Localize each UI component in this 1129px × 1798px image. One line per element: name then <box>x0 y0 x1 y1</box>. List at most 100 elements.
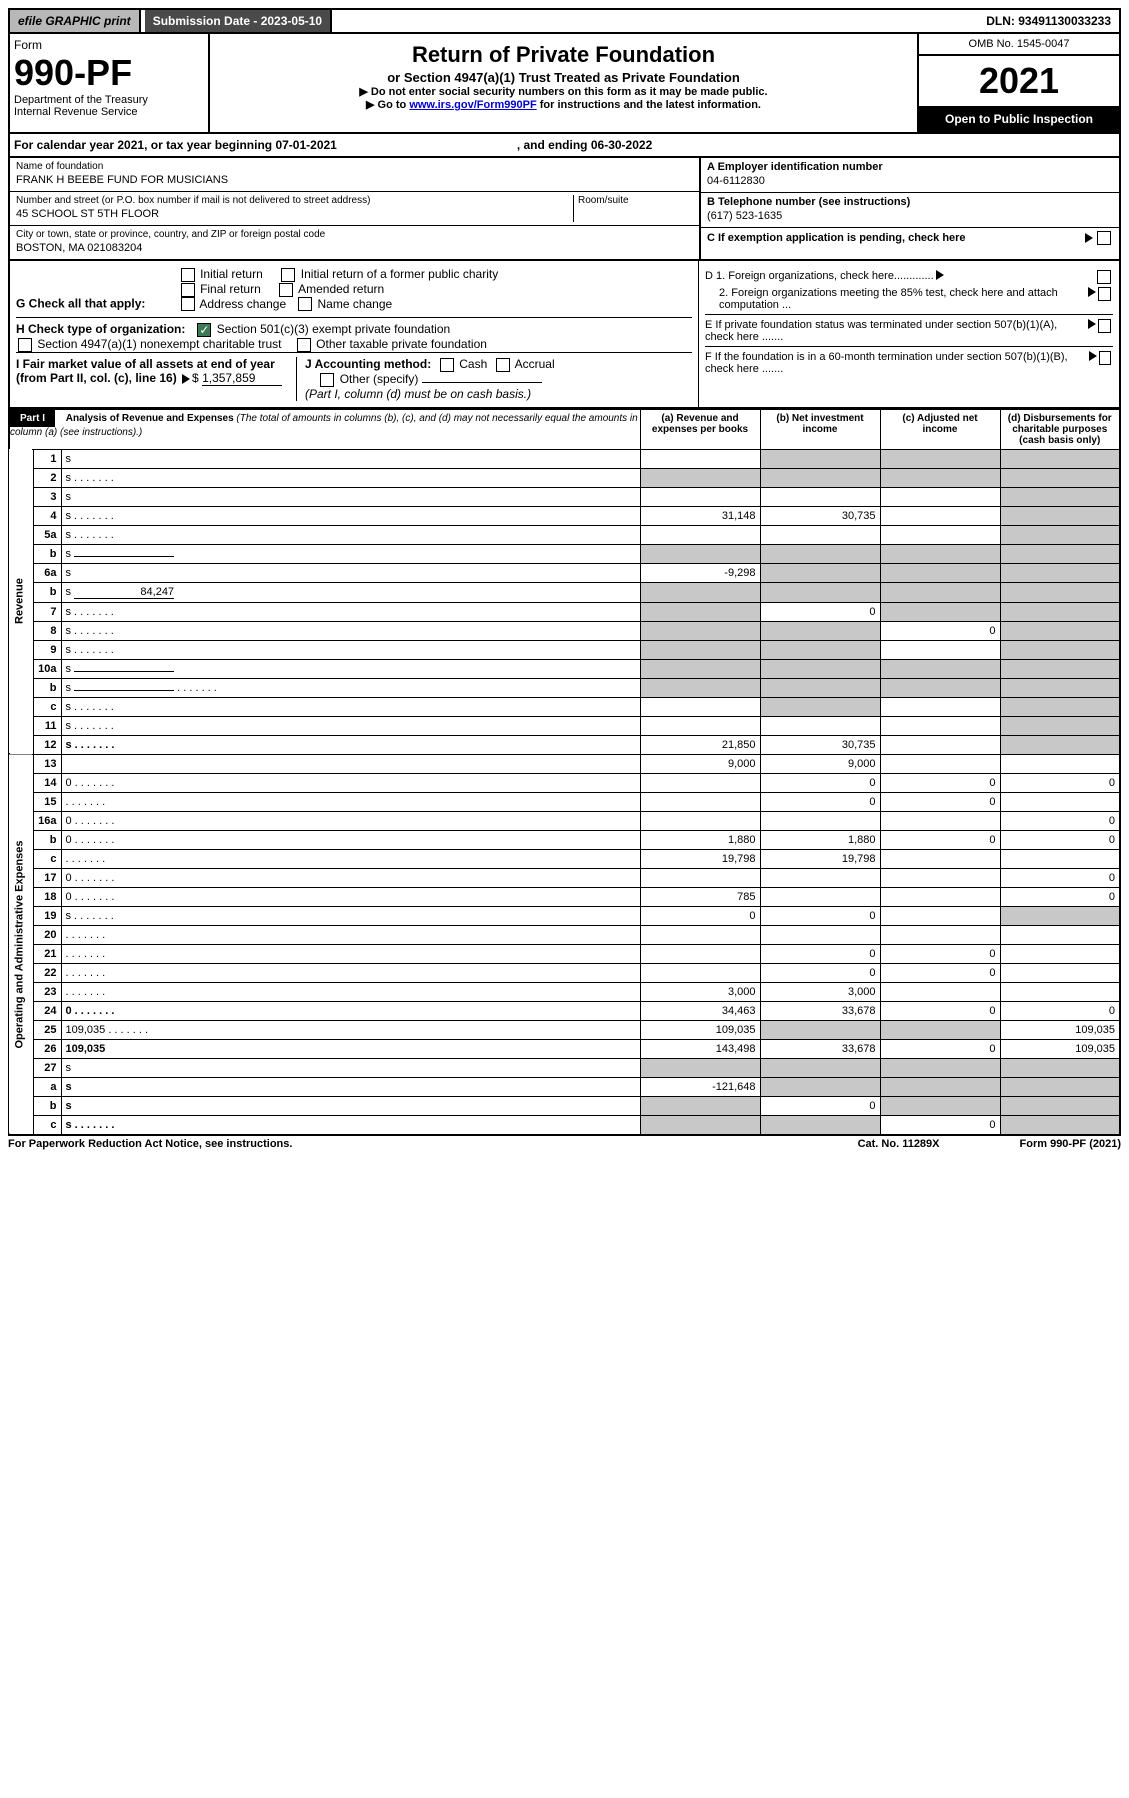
arrow-icon <box>1089 351 1097 361</box>
inst-1: ▶ Do not enter social security numbers o… <box>216 85 911 98</box>
table-cell <box>760 640 880 659</box>
table-cell <box>1000 506 1120 525</box>
phone-value: (617) 523-1635 <box>707 208 1113 224</box>
table-cell <box>1000 563 1120 582</box>
room-label: Room/suite <box>578 195 693 206</box>
d1-checkbox[interactable] <box>1097 270 1111 284</box>
row-description: s <box>61 1058 640 1077</box>
final-return-checkbox[interactable] <box>181 283 195 297</box>
table-cell <box>1000 678 1120 697</box>
table-cell <box>640 678 760 697</box>
table-cell <box>1000 697 1120 716</box>
row-number: 21 <box>33 944 61 963</box>
f-checkbox[interactable] <box>1099 351 1111 365</box>
table-cell <box>1000 754 1120 773</box>
col-b-header: (b) Net investment income <box>760 409 880 449</box>
row-description: . . . . . . . <box>61 849 640 868</box>
table-cell <box>760 563 880 582</box>
table-row: 27s <box>9 1058 1120 1077</box>
name-change-checkbox[interactable] <box>298 297 312 311</box>
table-cell <box>640 1115 760 1135</box>
row-description: 109,035 <box>61 1039 640 1058</box>
table-cell <box>760 525 880 544</box>
table-cell: 1,880 <box>640 830 760 849</box>
table-cell <box>760 811 880 830</box>
row-description: s . . . . . . . <box>61 602 640 621</box>
501c3-checkbox[interactable] <box>197 323 211 337</box>
table-cell <box>880 487 1000 506</box>
amended-return-checkbox[interactable] <box>279 283 293 297</box>
table-cell <box>1000 1096 1120 1115</box>
table-cell <box>1000 640 1120 659</box>
4947-checkbox[interactable] <box>18 338 32 352</box>
table-cell <box>640 792 760 811</box>
table-cell <box>640 487 760 506</box>
d2-checkbox[interactable] <box>1098 287 1111 301</box>
row-description: 0 . . . . . . . <box>61 868 640 887</box>
table-row: 140 . . . . . . .000 <box>9 773 1120 792</box>
table-cell: 0 <box>880 1039 1000 1058</box>
table-row: 20 . . . . . . . <box>9 925 1120 944</box>
row-description: s <box>61 544 640 563</box>
table-cell <box>1000 716 1120 735</box>
table-cell: 0 <box>1000 887 1120 906</box>
cash-checkbox[interactable] <box>440 358 454 372</box>
foundation-name: FRANK H BEEBE FUND FOR MUSICIANS <box>16 172 693 188</box>
row-description: s . . . . . . . <box>61 716 640 735</box>
table-cell: 109,035 <box>1000 1020 1120 1039</box>
arrow-icon <box>1085 233 1093 243</box>
table-cell <box>760 925 880 944</box>
table-cell <box>640 868 760 887</box>
table-cell: 19,798 <box>640 849 760 868</box>
table-cell <box>1000 468 1120 487</box>
table-cell <box>760 487 880 506</box>
row-description: s . . . . . . . <box>61 906 640 925</box>
table-cell <box>880 697 1000 716</box>
form-ref: Form 990-PF (2021) <box>1020 1138 1121 1150</box>
f-label: F If the foundation is in a 60-month ter… <box>705 351 1087 375</box>
form-header: Form 990-PF Department of the Treasury I… <box>8 34 1121 134</box>
row-description: s <box>61 563 640 582</box>
table-cell <box>880 544 1000 563</box>
table-cell <box>760 716 880 735</box>
row-description: s . . . . . . . <box>61 640 640 659</box>
table-cell: 3,000 <box>760 982 880 1001</box>
table-cell <box>880 811 1000 830</box>
row-number: 23 <box>33 982 61 1001</box>
c-checkbox[interactable] <box>1097 231 1111 245</box>
calendar-year-row: For calendar year 2021, or tax year begi… <box>8 134 1121 158</box>
table-cell <box>640 621 760 640</box>
side-label: Revenue <box>9 449 33 754</box>
row-description: . . . . . . . <box>61 944 640 963</box>
table-cell <box>760 1020 880 1039</box>
row-number: b <box>33 1096 61 1115</box>
irs-link[interactable]: www.irs.gov/Form990PF <box>409 99 536 111</box>
other-method-checkbox[interactable] <box>320 373 334 387</box>
table-cell: 0 <box>760 944 880 963</box>
table-cell <box>1000 659 1120 678</box>
e-checkbox[interactable] <box>1098 319 1111 333</box>
former-charity-checkbox[interactable] <box>281 268 295 282</box>
table-row: bs <box>9 544 1120 563</box>
row-description: s . . . . . . . <box>61 506 640 525</box>
row-description: s . . . . . . . <box>61 678 640 697</box>
table-cell <box>640 449 760 468</box>
ein-value: 04-6112830 <box>707 173 1113 189</box>
omb-number: OMB No. 1545-0047 <box>919 34 1119 56</box>
table-cell <box>1000 525 1120 544</box>
table-cell <box>880 754 1000 773</box>
table-row: cs . . . . . . .0 <box>9 1115 1120 1135</box>
initial-return-checkbox[interactable] <box>181 268 195 282</box>
table-cell <box>880 735 1000 754</box>
table-cell <box>1000 487 1120 506</box>
row-description: s . . . . . . . <box>61 468 640 487</box>
table-cell <box>640 925 760 944</box>
table-cell <box>880 506 1000 525</box>
accrual-checkbox[interactable] <box>496 358 510 372</box>
table-cell <box>640 468 760 487</box>
table-cell <box>1000 449 1120 468</box>
table-cell <box>760 659 880 678</box>
other-taxable-checkbox[interactable] <box>297 338 311 352</box>
address-change-checkbox[interactable] <box>181 297 195 311</box>
tax-year: 2021 <box>919 56 1119 106</box>
